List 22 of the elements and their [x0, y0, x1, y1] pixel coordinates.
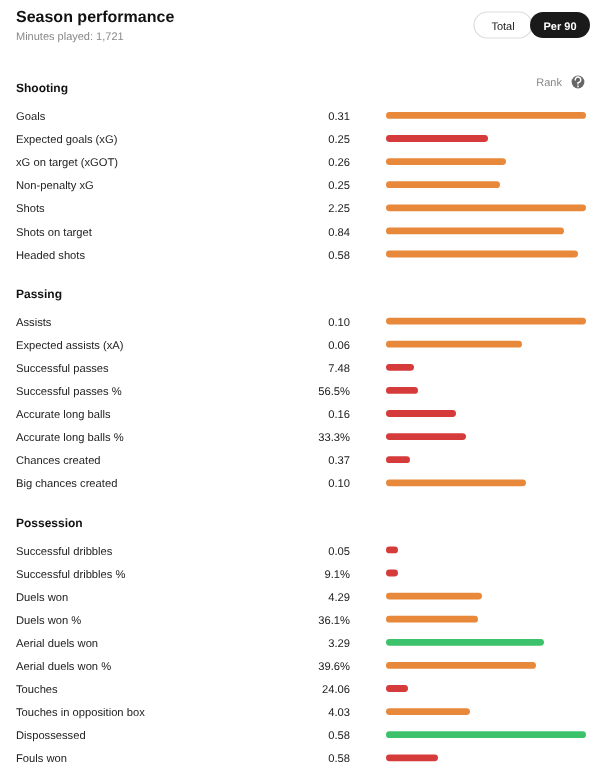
bar — [386, 731, 586, 739]
bar — [386, 158, 506, 165]
bar — [386, 387, 418, 394]
bar — [386, 638, 544, 646]
bar — [386, 685, 408, 692]
text: Season performance — [16, 8, 176, 26]
bar — [386, 662, 536, 669]
bar — [386, 317, 586, 325]
bar — [386, 135, 488, 142]
bar — [386, 456, 410, 464]
bar — [386, 363, 414, 371]
bar — [386, 708, 470, 715]
bar — [386, 754, 438, 762]
bar — [386, 204, 586, 212]
bar — [386, 410, 456, 417]
bar — [386, 615, 478, 623]
bar — [386, 340, 522, 348]
bar — [386, 592, 482, 600]
bar — [386, 181, 500, 189]
bar — [386, 433, 466, 440]
bar — [386, 479, 526, 487]
bar — [386, 112, 586, 119]
